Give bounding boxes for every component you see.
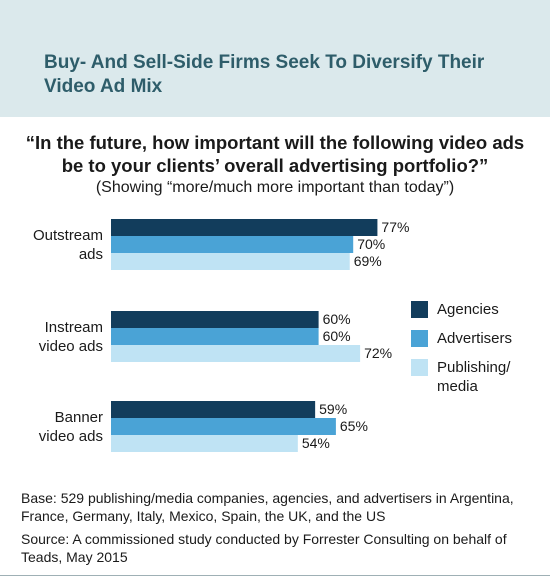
legend-label-publishing-media: Publishing/ media (437, 359, 511, 395)
legend-item-advertisers: Advertisers (411, 329, 546, 348)
base-note: Base: 529 publishing/media companies, ag… (21, 490, 514, 524)
legend-swatch-advertisers (411, 330, 428, 347)
bar-agencies-outstream-ads (111, 219, 378, 236)
legend-swatch-publishing-media (411, 359, 428, 376)
survey-subtitle: (Showing “more/much more important than … (95, 179, 455, 196)
legend-swatch-agencies (411, 301, 428, 318)
bar-advertisers-outstream-ads (111, 236, 354, 253)
bar-advertisers-instream-video-ads (111, 328, 319, 345)
bar-publishing-media-banner-video-ads (111, 435, 298, 452)
bar-publishing-media-outstream-ads (111, 253, 350, 270)
data-label-advertisers-outstream-ads: 70% (357, 236, 385, 252)
legend-label-advertisers: Advertisers (437, 330, 513, 347)
data-label-agencies-instream-video-ads: 60% (323, 311, 351, 327)
chart-title: Buy- And Sell-Side Firms Seek To Diversi… (44, 52, 485, 97)
data-label-advertisers-banner-video-ads: 65% (340, 418, 368, 434)
notes: Base: 529 publishing/media companies, ag… (21, 489, 536, 571)
data-label-publishing-media-banner-video-ads: 54% (302, 435, 330, 451)
data-label-publishing-media-outstream-ads: 69% (354, 253, 382, 269)
legend-label-agencies: Agencies (437, 301, 499, 318)
legend-item-agencies: Agencies (411, 300, 546, 319)
bar-agencies-instream-video-ads (111, 311, 319, 328)
category-label-instream-video-ads: Instream video ads (39, 319, 103, 355)
data-label-agencies-outstream-ads: 77% (381, 219, 409, 235)
bar-agencies-banner-video-ads (111, 401, 316, 418)
legend-item-publishing-media: Publishing/ media (411, 358, 546, 396)
bar-advertisers-banner-video-ads (111, 418, 336, 435)
data-label-agencies-banner-video-ads: 59% (319, 401, 347, 417)
title-band (0, 0, 550, 117)
legend: Agencies Advertisers Publishing/ media (411, 300, 546, 406)
category-label-banner-video-ads: Banner video ads (39, 409, 103, 445)
category-label-outstream-ads: Outstream ads (33, 227, 103, 263)
source-note: Source: A commissioned study conducted b… (21, 531, 507, 565)
data-label-publishing-media-instream-video-ads: 72% (364, 345, 392, 361)
bottom-divider (0, 575, 550, 576)
survey-question: “In the future, how important will the f… (25, 132, 525, 176)
bar-chart: Outstream ads 77%70%69% Instream video ads 60… (33, 219, 409, 452)
data-label-advertisers-instream-video-ads: 60% (323, 328, 351, 344)
bar-publishing-media-instream-video-ads (111, 345, 361, 362)
